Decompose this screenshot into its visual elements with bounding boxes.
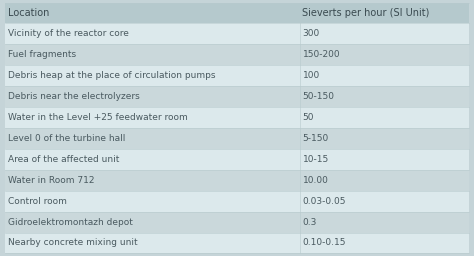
Text: 10-15: 10-15	[302, 155, 329, 164]
Text: Location: Location	[8, 8, 49, 18]
Text: 300: 300	[302, 29, 320, 38]
Text: Debris heap at the place of circulation pumps: Debris heap at the place of circulation …	[8, 71, 215, 80]
Text: 0.3: 0.3	[302, 218, 317, 227]
FancyBboxPatch shape	[300, 86, 469, 107]
Text: Vicinity of the reactor core: Vicinity of the reactor core	[8, 29, 128, 38]
FancyBboxPatch shape	[5, 212, 300, 232]
FancyBboxPatch shape	[300, 149, 469, 170]
FancyBboxPatch shape	[300, 107, 469, 128]
Text: Debris near the electrolyzers: Debris near the electrolyzers	[8, 92, 139, 101]
FancyBboxPatch shape	[300, 128, 469, 149]
Text: 50-150: 50-150	[302, 92, 335, 101]
FancyBboxPatch shape	[5, 232, 300, 253]
FancyBboxPatch shape	[5, 24, 300, 44]
Text: Water in the Level +25 feedwater room: Water in the Level +25 feedwater room	[8, 113, 187, 122]
FancyBboxPatch shape	[300, 65, 469, 86]
FancyBboxPatch shape	[300, 232, 469, 253]
FancyBboxPatch shape	[5, 44, 300, 65]
Text: Level 0 of the turbine hall: Level 0 of the turbine hall	[8, 134, 125, 143]
Text: 0.10-0.15: 0.10-0.15	[302, 239, 346, 248]
FancyBboxPatch shape	[300, 24, 469, 44]
Text: 5-150: 5-150	[302, 134, 329, 143]
Text: Water in Room 712: Water in Room 712	[8, 176, 94, 185]
FancyBboxPatch shape	[5, 191, 300, 212]
FancyBboxPatch shape	[300, 3, 469, 24]
FancyBboxPatch shape	[5, 170, 300, 191]
Text: Area of the affected unit: Area of the affected unit	[8, 155, 119, 164]
FancyBboxPatch shape	[300, 212, 469, 232]
Text: Nearby concrete mixing unit: Nearby concrete mixing unit	[8, 239, 137, 248]
FancyBboxPatch shape	[5, 107, 300, 128]
Text: 50: 50	[302, 113, 314, 122]
FancyBboxPatch shape	[5, 86, 300, 107]
FancyBboxPatch shape	[300, 170, 469, 191]
Text: Sieverts per hour (SI Unit): Sieverts per hour (SI Unit)	[302, 8, 430, 18]
FancyBboxPatch shape	[5, 3, 300, 24]
Text: Fuel fragments: Fuel fragments	[8, 50, 76, 59]
FancyBboxPatch shape	[5, 128, 300, 149]
Text: Gidroelektromontazh depot: Gidroelektromontazh depot	[8, 218, 132, 227]
Text: 100: 100	[302, 71, 320, 80]
FancyBboxPatch shape	[300, 191, 469, 212]
Text: 10.00: 10.00	[302, 176, 328, 185]
Text: 150-200: 150-200	[302, 50, 340, 59]
Text: 0.03-0.05: 0.03-0.05	[302, 197, 346, 206]
FancyBboxPatch shape	[5, 149, 300, 170]
Text: Control room: Control room	[8, 197, 66, 206]
FancyBboxPatch shape	[5, 65, 300, 86]
FancyBboxPatch shape	[300, 44, 469, 65]
